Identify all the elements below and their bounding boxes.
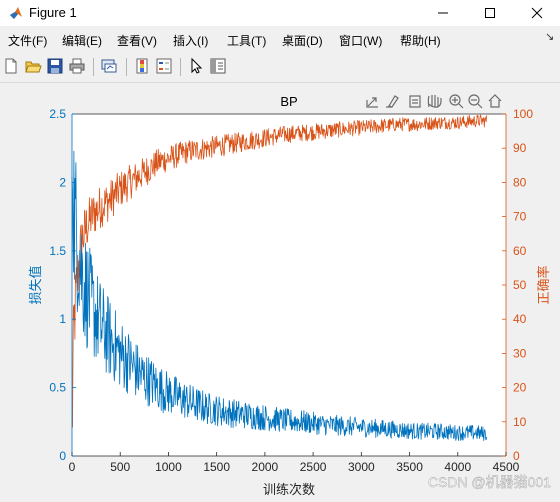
window-titlebar: Figure 1 [0,0,560,26]
new-figure-icon[interactable] [2,57,20,75]
figure-toolbar [0,54,560,80]
edit-pointer-icon[interactable] [187,57,205,75]
link-plot-icon[interactable] [100,57,118,75]
print-icon[interactable] [68,57,86,75]
x-tick-label: 1000 [155,460,182,474]
x-tick-label: 1500 [203,460,230,474]
y-right-tick-label: 60 [513,244,527,258]
y-left-tick-label: 1 [59,312,66,326]
series-layer [71,114,488,441]
y-right-tick-label: 10 [513,415,527,429]
y-right-tick-label: 90 [513,141,527,155]
menu-edit[interactable]: 编辑(E) [62,34,102,48]
menu-insert[interactable]: 插入(I) [173,34,209,48]
save-icon[interactable] [46,57,64,75]
menu-bar: 文件(F) 编辑(E) 查看(V) 插入(I) 工具(T) 桌面(D) 窗口(W… [0,29,560,51]
toolbar-separator [180,58,181,76]
insert-legend-icon[interactable] [155,57,173,75]
toolbar-separator [93,58,94,76]
y-right-axis-label: 正确率 [536,265,551,304]
data-tips-icon[interactable] [409,95,421,108]
y-right-tick-label: 80 [513,175,527,189]
pan-hand-icon[interactable] [427,95,442,108]
y-right-tick-label: 40 [513,312,527,326]
maximize-button[interactable] [467,0,513,26]
y-right-tick-label: 0 [513,449,520,463]
chart-title: BP [280,94,297,109]
menu-overflow-arrow-icon[interactable]: ↘ [545,31,555,43]
y-right-tick-label: 100 [513,107,533,121]
x-axis-label: 训练次数 [263,482,315,497]
zoom-in-icon[interactable] [449,94,464,109]
y-left-tick-label: 0 [59,449,66,463]
x-tick-label: 4500 [493,460,520,474]
axes-background[interactable] [72,114,506,456]
ticks-layer: 0 500 1000 1500 2000 2500 3000 3500 4000 450000.5… [49,107,533,474]
x-tick-label: 2500 [300,460,327,474]
y-left-tick-label: 2.5 [49,107,66,121]
y-left-axis-label: 损失值 [28,265,43,304]
y-left-tick-label: 1.5 [49,244,66,258]
zoom-out-icon[interactable] [468,94,483,109]
close-button[interactable] [514,0,560,26]
y-right-tick-label: 30 [513,346,527,360]
x-tick-label: 4000 [444,460,471,474]
menu-desktop[interactable]: 桌面(D) [282,34,323,48]
property-inspector-icon[interactable] [209,57,227,75]
y-right-tick-label: 20 [513,381,527,395]
export-icon[interactable] [366,97,378,108]
menu-file[interactable]: 文件(F) [8,34,48,48]
insert-colorbar-icon[interactable] [133,57,151,75]
close-icon [531,7,543,19]
x-tick-label: 3000 [348,460,375,474]
minimize-icon [438,12,448,14]
x-tick-label: 2000 [252,460,279,474]
axes-toolbar [366,94,502,109]
menu-tools[interactable]: 工具(T) [227,34,267,48]
menu-view[interactable]: 查看(V) [117,34,157,48]
y-left-tick-label: 0.5 [49,381,66,395]
y-right-tick-label: 50 [513,278,527,292]
x-tick-label: 0 [69,460,76,474]
maximize-icon [485,8,495,18]
loss-series-line[interactable] [71,150,488,441]
matlab-logo-icon [10,7,22,19]
x-tick-label: 500 [110,460,130,474]
menu-window[interactable]: 窗口(W) [339,34,383,48]
menu-help[interactable]: 帮助(H) [400,34,441,48]
minimize-button[interactable] [420,0,466,26]
open-folder-icon[interactable] [24,57,42,75]
watermark: CSDN @机器猫001 [428,474,551,490]
brush-icon[interactable] [386,95,399,108]
window-title: Figure 1 [29,5,77,20]
x-tick-label: 3500 [396,460,423,474]
y-right-tick-label: 70 [513,210,527,224]
y-left-tick-label: 2 [59,175,66,189]
toolbar-divider [0,82,560,83]
toolbar-separator [126,58,127,76]
home-icon[interactable] [488,94,502,108]
accuracy-series-line[interactable] [71,114,488,428]
